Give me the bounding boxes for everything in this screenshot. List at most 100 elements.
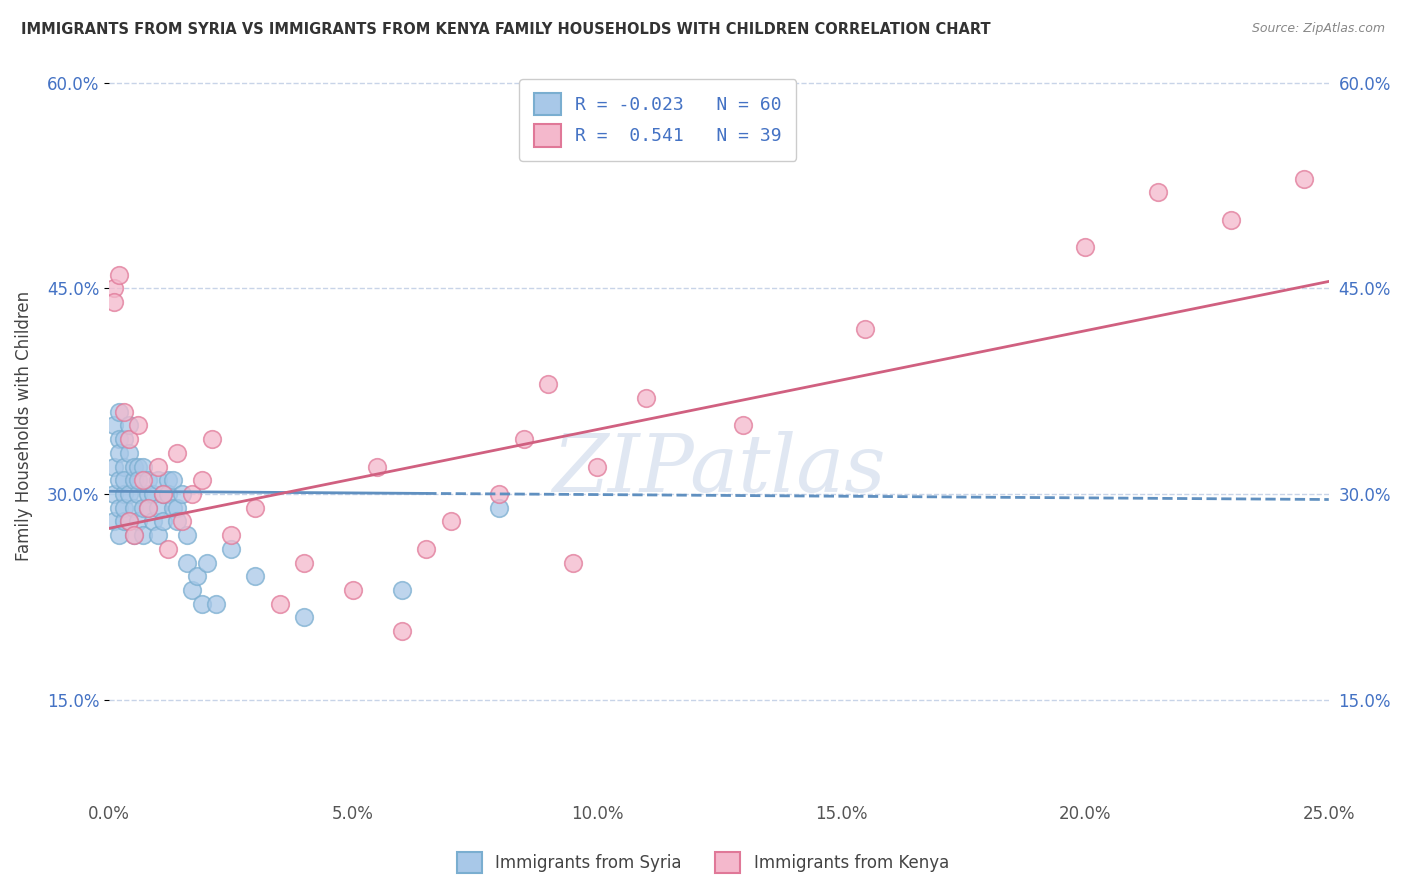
Point	[117, 487, 139, 501]
Point	[181, 582, 204, 597]
Point	[1147, 186, 1170, 200]
Point	[122, 459, 145, 474]
Point	[269, 597, 291, 611]
Point	[1074, 240, 1097, 254]
Point	[156, 487, 179, 501]
Point	[103, 418, 125, 433]
Point	[537, 377, 560, 392]
Point	[142, 515, 165, 529]
Point	[162, 473, 184, 487]
Point	[1220, 212, 1243, 227]
Point	[245, 569, 267, 583]
Point	[166, 500, 188, 515]
Point	[439, 515, 461, 529]
Point	[191, 473, 214, 487]
Point	[513, 432, 536, 446]
Point	[219, 541, 242, 556]
Point	[195, 556, 218, 570]
Point	[152, 487, 174, 501]
Point	[176, 528, 198, 542]
Point	[117, 446, 139, 460]
Point	[152, 487, 174, 501]
Point	[415, 541, 437, 556]
Point	[172, 487, 194, 501]
Point	[191, 597, 214, 611]
Point	[176, 556, 198, 570]
Point	[127, 459, 149, 474]
Point	[112, 487, 135, 501]
Point	[146, 473, 169, 487]
Point	[112, 515, 135, 529]
Point	[117, 515, 139, 529]
Point	[108, 405, 131, 419]
Point	[181, 487, 204, 501]
Point	[108, 268, 131, 282]
Point	[733, 418, 755, 433]
Point	[146, 459, 169, 474]
Point	[108, 500, 131, 515]
Point	[200, 432, 222, 446]
Point	[127, 487, 149, 501]
Point	[103, 487, 125, 501]
Point	[108, 446, 131, 460]
Point	[853, 322, 876, 336]
Point	[117, 432, 139, 446]
Point	[146, 500, 169, 515]
Point	[132, 459, 155, 474]
Point	[112, 473, 135, 487]
Point	[136, 473, 159, 487]
Point	[127, 473, 149, 487]
Point	[127, 418, 149, 433]
Legend: Immigrants from Syria, Immigrants from Kenya: Immigrants from Syria, Immigrants from K…	[450, 846, 956, 880]
Text: Source: ZipAtlas.com: Source: ZipAtlas.com	[1251, 22, 1385, 36]
Point	[132, 528, 155, 542]
Point	[186, 569, 208, 583]
Point	[391, 582, 413, 597]
Point	[166, 515, 188, 529]
Point	[205, 597, 228, 611]
Point	[561, 556, 583, 570]
Point	[245, 500, 267, 515]
Point	[103, 281, 125, 295]
Point	[103, 295, 125, 310]
Point	[156, 473, 179, 487]
Point	[117, 418, 139, 433]
Point	[108, 528, 131, 542]
Point	[117, 515, 139, 529]
Point	[142, 487, 165, 501]
Point	[366, 459, 388, 474]
Point	[122, 500, 145, 515]
Point	[156, 541, 179, 556]
Point	[112, 500, 135, 515]
Point	[166, 446, 188, 460]
Point	[136, 500, 159, 515]
Point	[136, 500, 159, 515]
Point	[136, 487, 159, 501]
Point	[219, 528, 242, 542]
Point	[146, 528, 169, 542]
Point	[172, 515, 194, 529]
Text: IMMIGRANTS FROM SYRIA VS IMMIGRANTS FROM KENYA FAMILY HOUSEHOLDS WITH CHILDREN C: IMMIGRANTS FROM SYRIA VS IMMIGRANTS FROM…	[21, 22, 991, 37]
Point	[132, 473, 155, 487]
Point	[634, 391, 657, 405]
Point	[162, 500, 184, 515]
Point	[122, 528, 145, 542]
Point	[112, 432, 135, 446]
Point	[342, 582, 364, 597]
Point	[122, 528, 145, 542]
Point	[1294, 171, 1316, 186]
Point	[586, 459, 609, 474]
Point	[108, 432, 131, 446]
Point	[488, 500, 510, 515]
Point	[112, 405, 135, 419]
Point	[488, 487, 510, 501]
Point	[152, 515, 174, 529]
Point	[112, 459, 135, 474]
Point	[108, 473, 131, 487]
Point	[292, 610, 315, 624]
Point	[391, 624, 413, 639]
Text: ZIPatlas: ZIPatlas	[553, 431, 886, 508]
Point	[292, 556, 315, 570]
Point	[132, 500, 155, 515]
Point	[103, 515, 125, 529]
